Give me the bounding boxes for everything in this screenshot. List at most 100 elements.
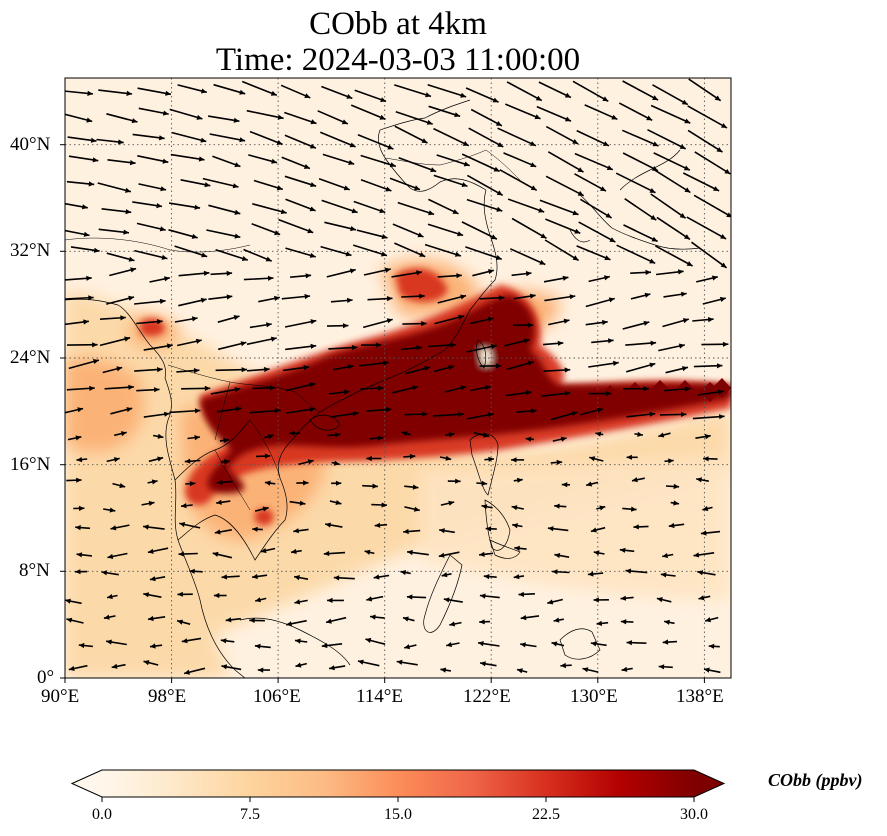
wind-arrow: [437, 294, 467, 304]
wind-arrow: [325, 522, 343, 528]
wind-arrow: [76, 457, 88, 463]
wind-arrow: [698, 595, 711, 601]
gridlines: [65, 78, 731, 678]
wind-arrow: [264, 434, 274, 440]
wind-arrow: [437, 273, 462, 279]
wind-arrow: [107, 159, 136, 166]
wind-arrow: [479, 619, 491, 625]
wind-arrow: [251, 223, 281, 236]
wind-arrow: [701, 341, 729, 347]
wind-arrow: [539, 199, 579, 216]
wind-arrow: [477, 641, 500, 647]
wind-arrow: [658, 664, 673, 670]
wind-arrow: [687, 129, 723, 153]
wind-arrow: [622, 152, 659, 172]
wind-arrow: [207, 115, 240, 123]
wind-arrow: [404, 411, 428, 417]
wind-arrow: [593, 550, 605, 556]
wind-arrow: [255, 453, 271, 459]
wind-arrow: [394, 242, 426, 258]
wind-arrow: [136, 222, 166, 232]
wind-arrow: [213, 592, 227, 599]
wind-arrow: [465, 87, 499, 103]
wind-arrow: [511, 505, 524, 511]
wind-arrow: [543, 275, 569, 283]
wind-arrow: [321, 642, 343, 649]
wind-arrow: [499, 169, 538, 191]
wind-arrow: [626, 411, 656, 418]
wind-arrow: [652, 84, 689, 106]
wind-arrow: [427, 223, 464, 237]
wind-arrow: [221, 664, 242, 671]
wind-arrow: [520, 642, 537, 648]
wind-arrow: [114, 431, 127, 437]
wind-arrow: [216, 479, 233, 485]
wind-arrow: [479, 551, 494, 557]
wind-arrow: [184, 458, 201, 464]
lon-tick-label: 138°E: [676, 686, 724, 707]
wind-arrow: [106, 457, 120, 463]
wind-arrow: [509, 248, 546, 266]
wind-arrow: [588, 391, 612, 397]
wind-arrow: [620, 595, 634, 601]
wind-arrow: [622, 80, 659, 101]
wind-arrow: [109, 267, 137, 277]
wind-arrow: [137, 87, 172, 96]
wind-arrow: [436, 154, 470, 167]
wind-arrow: [468, 127, 504, 148]
wind-arrow: [664, 458, 674, 464]
wind-arrow: [682, 172, 720, 192]
lon-tick-label: 122°E: [463, 686, 511, 707]
wind-arrow: [541, 390, 571, 397]
wind-arrow: [696, 477, 709, 483]
wind-arrow: [697, 389, 724, 396]
lon-tick-label: 114°E: [356, 686, 403, 707]
wind-arrow: [328, 345, 358, 351]
wind-arrow: [428, 105, 461, 118]
wind-arrow: [615, 172, 656, 194]
wind-arrow: [357, 134, 394, 150]
wind-arrow: [246, 336, 277, 346]
wind-arrow: [511, 457, 525, 463]
wind-arrow: [170, 153, 205, 162]
wind-arrow: [622, 506, 637, 512]
wind-arrow: [365, 637, 386, 645]
wind-arrow: [446, 642, 460, 648]
wind-arrow: [243, 248, 273, 262]
wind-arrow: [66, 342, 98, 348]
wind-arrow: [174, 316, 198, 323]
wind-arrow: [696, 275, 718, 283]
wind-arrow: [588, 360, 619, 368]
wind-arrow: [428, 342, 456, 348]
wind-arrow: [440, 500, 455, 506]
wind-arrow: [177, 591, 193, 597]
colorbar-tick-label: 0.0: [92, 806, 112, 823]
wind-arrow: [587, 571, 604, 577]
wind-arrow: [106, 594, 118, 600]
wind-arrow: [214, 529, 232, 535]
wind-arrow: [217, 406, 242, 413]
wind-arrow: [466, 412, 494, 420]
wind-arrow: [281, 293, 311, 300]
wind-arrow: [141, 500, 155, 506]
wind-arrow: [353, 200, 386, 214]
wind-arrow: [202, 177, 239, 189]
wind-arrow: [647, 128, 687, 150]
wind-arrow: [595, 431, 604, 437]
wind-arrow: [461, 221, 498, 240]
wind-arrow: [520, 615, 540, 621]
wind-arrow: [181, 637, 202, 644]
wind-arrow: [433, 127, 470, 147]
wind-arrow: [545, 125, 579, 145]
wind-arrow: [504, 103, 541, 120]
wind-arrow: [550, 411, 578, 421]
wind-arrow: [369, 614, 385, 620]
wind-arrow: [206, 229, 241, 239]
wind-arrow: [254, 506, 269, 512]
coastlines: [65, 99, 701, 678]
wind-arrow: [545, 218, 581, 234]
wind-arrow: [623, 224, 658, 243]
wind-vectors: [65, 78, 731, 675]
wind-arrow: [590, 526, 606, 533]
wind-arrow: [183, 667, 206, 675]
